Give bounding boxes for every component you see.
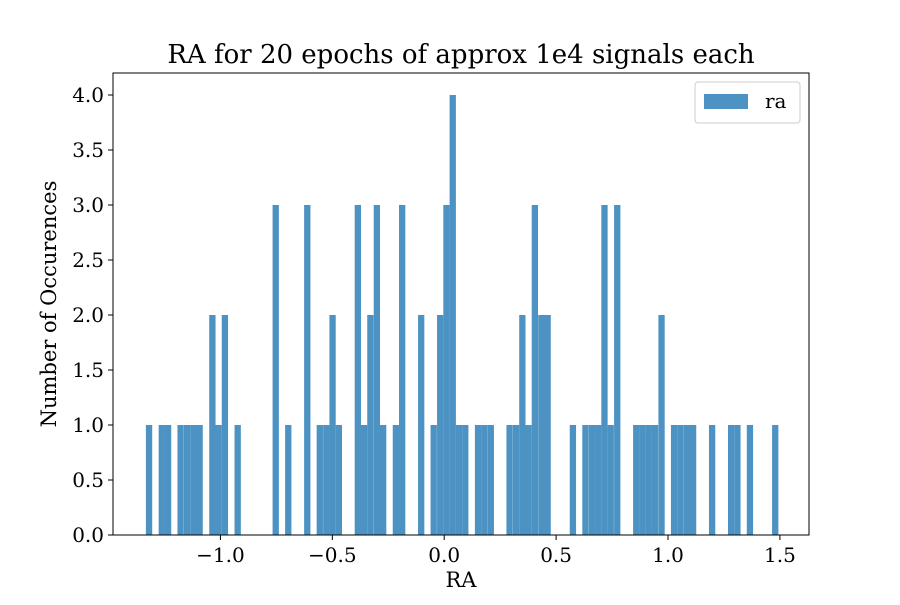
- histogram-bar: [512, 425, 520, 535]
- histogram-bar: [689, 425, 697, 535]
- histogram-bar: [677, 425, 684, 535]
- legend-label: ra: [765, 89, 787, 113]
- histogram-bar: [582, 425, 589, 535]
- x-axis-label: RA: [446, 568, 478, 592]
- histogram-bar: [519, 315, 526, 535]
- legend-swatch: [704, 94, 748, 109]
- histogram-bar: [449, 95, 456, 535]
- histogram-bar: [209, 315, 216, 535]
- histogram-bar: [430, 425, 437, 535]
- histogram-bar: [633, 425, 640, 535]
- y-tick-label: 2.5: [72, 248, 104, 272]
- histogram-bar: [588, 425, 596, 535]
- y-axis-ticks: 0.0 0.5 1.0 1.5 2.0 2.5 3.0 3.5 4.0: [72, 83, 113, 547]
- y-tick-label: 0.0: [72, 523, 104, 547]
- histogram-bar: [506, 425, 513, 535]
- plot-frame: [112, 72, 810, 536]
- y-tick-label: 2.0: [72, 303, 104, 327]
- histogram-bar: [481, 425, 488, 535]
- histogram-bar: [418, 315, 425, 535]
- y-tick-label: 3.0: [72, 193, 104, 217]
- histogram-bar: [323, 425, 330, 535]
- x-tick-label: 1.0: [652, 543, 684, 567]
- histogram-bar: [221, 315, 229, 535]
- histogram-bar: [354, 205, 362, 535]
- histogram-bar: [708, 425, 716, 535]
- histogram-bar: [727, 425, 735, 535]
- histogram-bar: [437, 315, 444, 535]
- x-tick-label: −1.0: [196, 543, 245, 567]
- histogram-bar: [607, 425, 614, 535]
- histogram-bar: [304, 205, 311, 535]
- histogram-bar: [177, 425, 184, 535]
- histogram-bar: [525, 425, 532, 535]
- y-tick-label: 4.0: [72, 83, 104, 107]
- histogram-bar: [164, 425, 172, 535]
- histogram-bar: [645, 425, 652, 535]
- histogram-bar: [601, 205, 608, 535]
- y-tick-label: 1.5: [72, 358, 104, 382]
- histogram-bar: [538, 315, 545, 535]
- histogram-bar: [595, 425, 602, 535]
- histogram-bar: [614, 205, 621, 535]
- histogram-bar: [367, 315, 374, 535]
- y-tick-label: 0.5: [72, 468, 104, 492]
- histogram-bar: [379, 425, 387, 535]
- histogram-bar: [360, 425, 368, 535]
- histogram-bar: [683, 425, 690, 535]
- x-tick-label: 1.5: [764, 543, 796, 567]
- histogram-bar: [651, 425, 659, 535]
- legend: ra: [694, 81, 801, 124]
- histogram-bar: [772, 425, 779, 535]
- histogram-bar: [734, 425, 741, 535]
- x-tick-label: 0.0: [428, 543, 460, 567]
- histogram-bar: [443, 205, 450, 535]
- histogram-bar: [399, 205, 406, 535]
- x-tick-label: 0.5: [540, 543, 572, 567]
- y-axis-label: Number of Occurences: [37, 181, 61, 428]
- histogram-bar: [145, 425, 153, 535]
- histogram-bar: [658, 315, 665, 535]
- histogram-bar: [462, 425, 469, 535]
- histogram-bar: [487, 425, 494, 535]
- histogram-bar: [746, 425, 754, 535]
- histogram-bar: [234, 425, 241, 535]
- histogram-bar: [329, 315, 336, 535]
- histogram-bar: [285, 425, 292, 535]
- y-tick-label: 3.5: [72, 138, 104, 162]
- chart-title: RA for 20 epochs of approx 1e4 signals e…: [167, 40, 755, 70]
- histogram-bar: [544, 315, 551, 535]
- histogram-bar: [373, 205, 381, 535]
- x-axis-ticks: −1.0 −0.5 0.0 0.5 1.0 1.5: [196, 535, 796, 567]
- histogram-bar: [531, 205, 539, 535]
- histogram-bar: [196, 425, 203, 535]
- histogram-bar: [316, 425, 323, 535]
- histogram-bar: [392, 425, 400, 535]
- histogram-bar: [183, 425, 191, 535]
- y-tick-label: 1.0: [72, 413, 104, 437]
- histogram-bar: [639, 425, 646, 535]
- histogram-bar: [158, 425, 165, 535]
- histogram-bar: [569, 425, 577, 535]
- histogram-bar: [455, 425, 463, 535]
- histogram-bar: [190, 425, 197, 535]
- bars-layer: [145, 95, 779, 535]
- x-tick-label: −0.5: [308, 543, 357, 567]
- histogram-bar: [215, 425, 222, 535]
- histogram-bar: [474, 425, 482, 535]
- histogram-bar: [335, 425, 342, 535]
- histogram-bar: [272, 205, 279, 535]
- histogram-bar: [670, 425, 678, 535]
